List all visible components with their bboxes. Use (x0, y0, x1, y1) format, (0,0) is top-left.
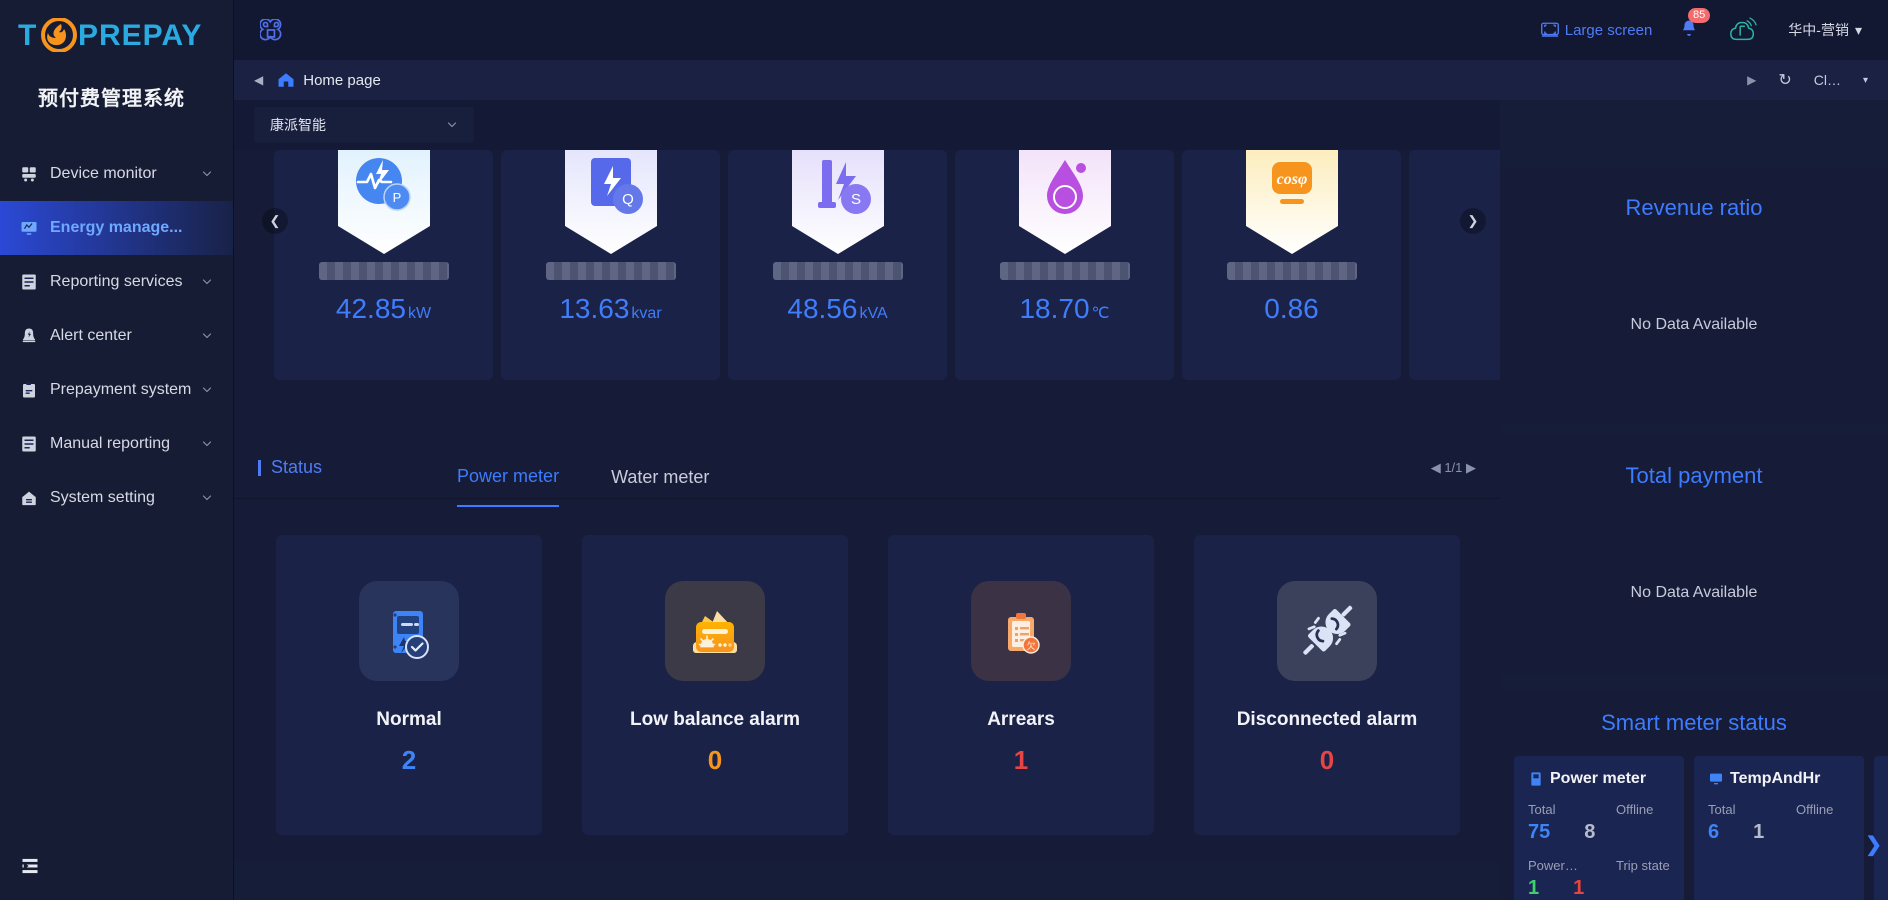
svg-text:T: T (18, 19, 37, 52)
svg-text:PREPAY: PREPAY (78, 19, 202, 52)
